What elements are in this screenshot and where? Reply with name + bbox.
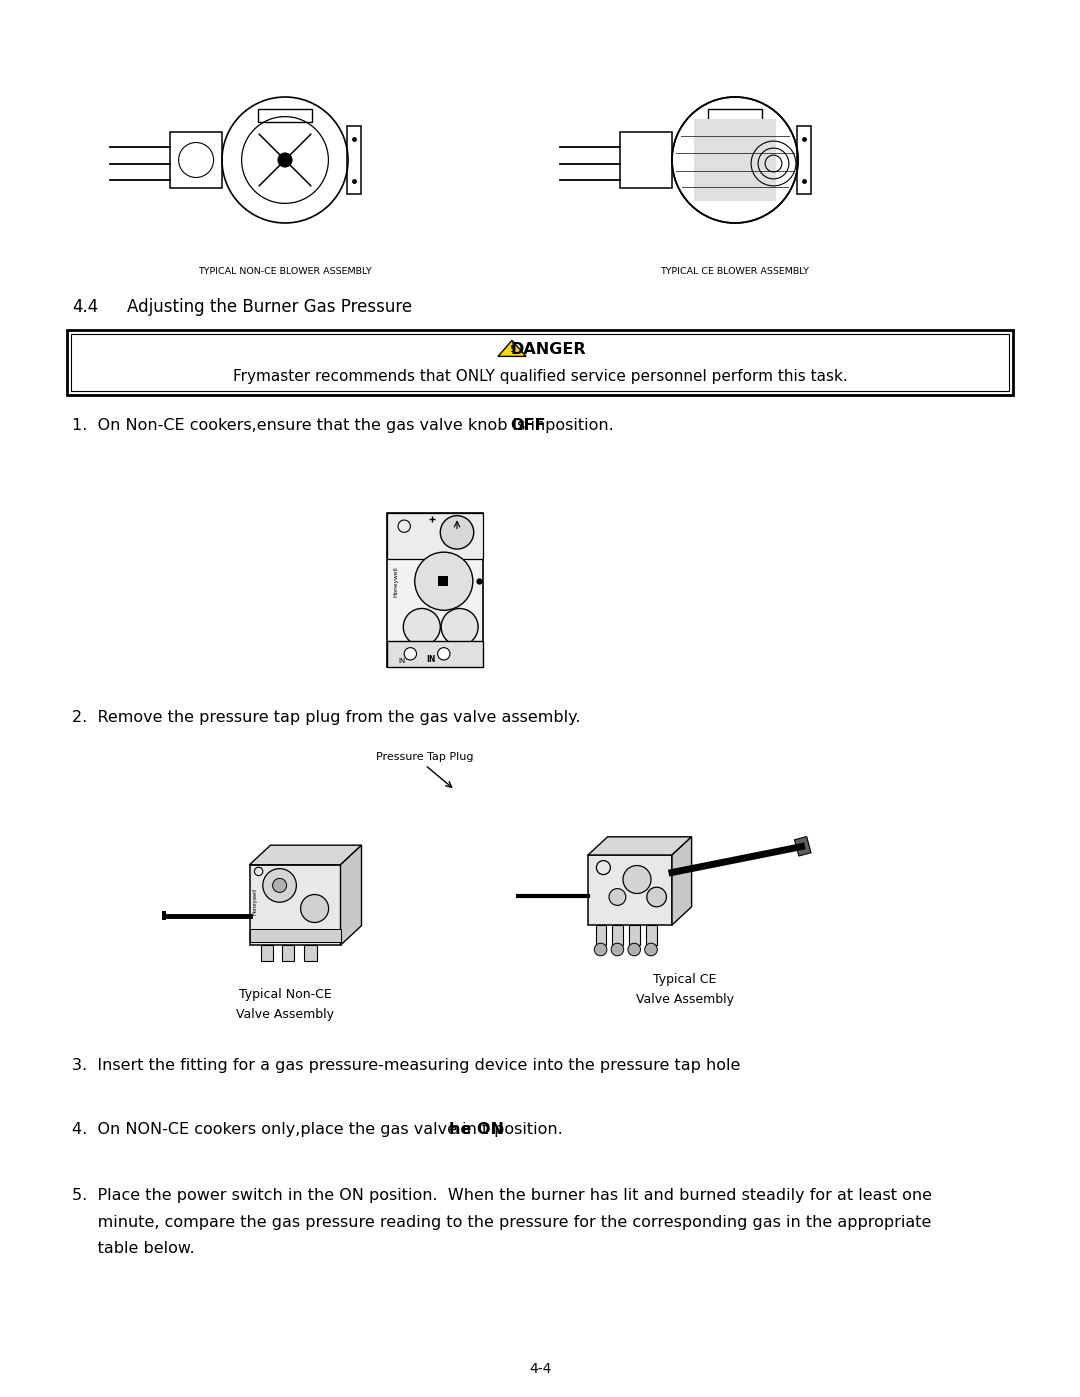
Bar [170,131,222,189]
Bar [387,641,484,666]
Text: 2.  Remove the pressure tap plug from the gas valve assembly.: 2. Remove the pressure tap plug from the… [72,710,581,725]
Bar [162,911,165,919]
Circle shape [647,887,666,907]
Text: IN: IN [426,655,435,664]
Circle shape [645,943,658,956]
Text: 4-4: 4-4 [529,1362,551,1376]
FancyBboxPatch shape [387,513,484,666]
Text: DANGER: DANGER [510,342,585,358]
Polygon shape [672,837,691,925]
Text: TYPICAL NON-CE BLOWER ASSEMBLY: TYPICAL NON-CE BLOWER ASSEMBLY [198,267,372,277]
Text: 1.  On Non-CE cookers,ensure that the gas valve knob is in: 1. On Non-CE cookers,ensure that the gas… [72,418,545,433]
Polygon shape [588,837,691,855]
Bar [258,109,312,122]
Polygon shape [498,341,526,356]
Circle shape [403,609,441,645]
Text: position.: position. [489,1122,563,1137]
Text: Honeywell: Honeywell [253,888,258,915]
Text: !: ! [510,345,514,353]
Bar [437,576,448,587]
Text: Frymaster recommends that ONLY qualified service personnel perform this task.: Frymaster recommends that ONLY qualified… [232,369,848,384]
Bar [260,946,273,961]
Text: table below.: table below. [72,1241,194,1256]
Text: Adjusting the Burner Gas Pressure: Adjusting the Burner Gas Pressure [127,298,413,316]
Bar [249,929,340,942]
Bar [387,513,484,559]
Text: Valve Assembly: Valve Assembly [237,1009,334,1021]
Text: Honeywell: Honeywell [393,566,397,597]
Text: TYPICAL CE BLOWER ASSEMBLY: TYPICAL CE BLOWER ASSEMBLY [661,267,810,277]
Bar [347,126,361,194]
Bar [305,946,316,961]
Bar [282,946,294,961]
Text: minute, compare the gas pressure reading to the pressure for the corresponding g: minute, compare the gas pressure reading… [72,1214,931,1229]
Text: 4.4: 4.4 [72,298,98,316]
Circle shape [415,552,473,610]
Text: Valve Assembly: Valve Assembly [636,993,734,1006]
Bar [630,925,639,944]
Bar [249,865,340,946]
Bar [795,837,811,856]
Text: he ON: he ON [449,1122,504,1137]
Circle shape [272,879,286,893]
Bar [612,925,623,944]
Circle shape [300,894,328,922]
Text: Typical CE: Typical CE [653,972,717,986]
Text: position.: position. [540,418,613,433]
Text: Pressure Tap Plug: Pressure Tap Plug [376,752,474,761]
Circle shape [609,888,625,905]
Bar [588,855,672,925]
Circle shape [404,648,417,659]
Circle shape [594,943,607,956]
Polygon shape [340,845,362,946]
Circle shape [611,943,624,956]
Bar [67,330,1013,395]
Bar [694,119,775,201]
Text: 5.  Place the power switch in the ON position.  When the burner has lit and burn: 5. Place the power switch in the ON posi… [72,1187,932,1203]
Circle shape [278,154,292,168]
Bar [71,334,1009,391]
Circle shape [627,943,640,956]
Text: OFF: OFF [510,418,545,433]
Bar [620,131,672,189]
Bar [708,109,761,122]
Polygon shape [249,845,362,865]
Bar [797,126,811,194]
Text: 3.  Insert the fitting for a gas pressure-measuring device into the pressure tap: 3. Insert the fitting for a gas pressure… [72,1058,741,1073]
Text: 4.  On NON-CE cookers only,place the gas valve in t: 4. On NON-CE cookers only,place the gas … [72,1122,488,1137]
Circle shape [441,515,474,549]
Circle shape [437,648,450,659]
Bar [596,925,606,944]
Circle shape [623,866,651,894]
Text: IN: IN [397,658,405,664]
Circle shape [441,609,478,645]
Circle shape [262,869,296,902]
Bar [646,925,657,944]
Text: Typical Non-CE: Typical Non-CE [239,988,332,1002]
